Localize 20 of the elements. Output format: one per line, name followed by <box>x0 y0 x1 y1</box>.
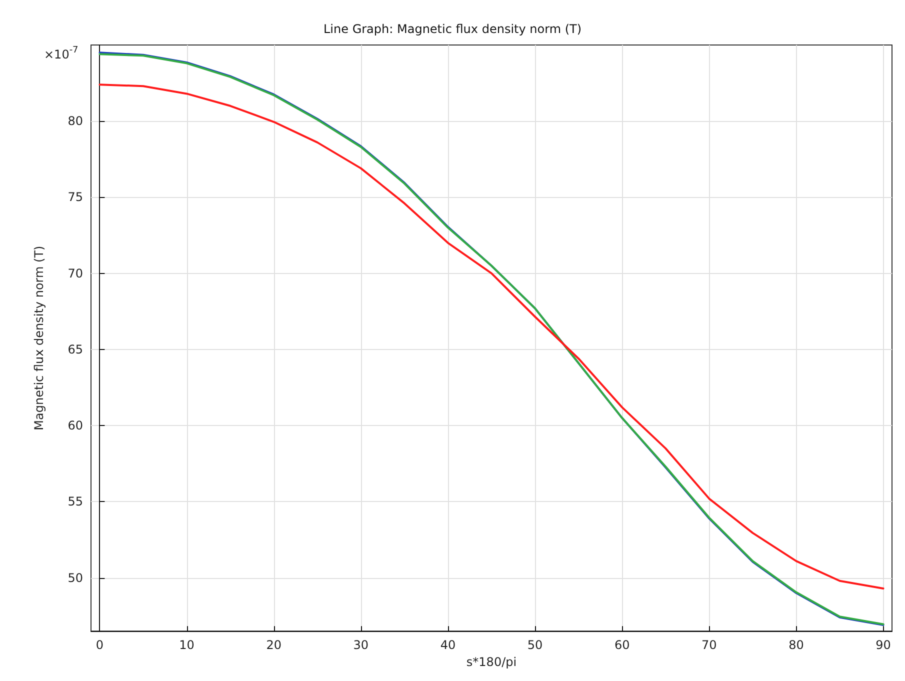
y-tick-label: 55 <box>68 494 83 509</box>
chart-title: Line Graph: Magnetic flux density norm (T) <box>323 22 582 36</box>
x-tick-label: 0 <box>96 638 104 652</box>
y-tick-label: 60 <box>68 418 83 433</box>
x-tick-label: 60 <box>614 638 630 652</box>
x-tick-label: 20 <box>266 638 282 652</box>
x-tick-label: 10 <box>179 638 194 652</box>
x-tick-label: 40 <box>440 638 456 652</box>
y-tick-label: 80 <box>68 114 83 128</box>
x-tick-label: 80 <box>788 638 804 652</box>
x-tick-label: 90 <box>876 638 891 652</box>
y-tick-label: 65 <box>68 342 83 356</box>
y-tick-label: 50 <box>68 570 83 585</box>
y-tick-label: 75 <box>68 190 83 204</box>
x-axis-title: s*180/pi <box>466 655 517 669</box>
y-axis-title: Magnetic flux density norm (T) <box>32 246 46 430</box>
x-tick-label: 30 <box>353 638 369 652</box>
x-tick-label: 70 <box>702 638 717 652</box>
y-tick-label: 70 <box>68 266 83 280</box>
x-tick-label: 50 <box>527 638 543 652</box>
